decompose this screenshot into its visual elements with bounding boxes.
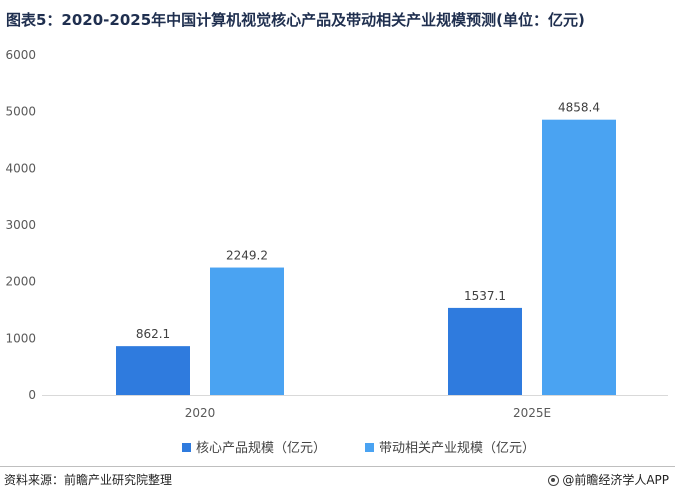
x-tick-label: 2025E	[513, 406, 551, 420]
legend-label-related: 带动相关产业规模（亿元）	[379, 441, 536, 456]
bar-core-2020	[116, 346, 190, 395]
legend-swatch-related	[365, 443, 374, 452]
y-tick-label: 3000	[5, 218, 36, 232]
y-tick-label: 2000	[5, 275, 36, 289]
brand-credit: @前瞻经济学人APP	[548, 471, 669, 488]
y-tick-label: 6000	[5, 48, 36, 62]
data-label: 4858.4	[558, 101, 600, 115]
legend-item-related: 带动相关产业规模（亿元）	[365, 437, 535, 456]
data-label: 862.1	[136, 327, 170, 341]
chart-title: 图表5：2020-2025年中国计算机视觉核心产品及带动相关产业规模预测(单位：…	[6, 11, 585, 29]
legend-item-core: 核心产品规模（亿元）	[182, 437, 326, 456]
y-tick-label: 5000	[5, 105, 36, 119]
bar-core-2025E	[448, 307, 522, 395]
bar-related-2020	[210, 267, 284, 395]
y-tick-label: 0	[28, 388, 36, 402]
legend-label-core: 核心产品规模（亿元）	[196, 441, 327, 456]
footer-divider	[0, 466, 675, 467]
bar-chart: 0 1000 2000 3000 4000 5000 6000 862.1 2249.2 2020…	[5, 48, 668, 420]
data-label: 1537.1	[464, 289, 506, 303]
x-tick-label: 2020	[185, 406, 216, 420]
data-label: 2249.2	[226, 249, 268, 263]
y-tick-label: 4000	[5, 161, 36, 175]
legend-swatch-core	[182, 443, 191, 452]
brand-text: @前瞻经济学人APP	[562, 473, 669, 487]
brand-logo-icon	[548, 475, 560, 486]
bar-related-2025E	[542, 119, 616, 395]
source-note: 资料来源：前瞻产业研究院整理	[4, 473, 173, 487]
y-tick-label: 1000	[5, 331, 36, 345]
